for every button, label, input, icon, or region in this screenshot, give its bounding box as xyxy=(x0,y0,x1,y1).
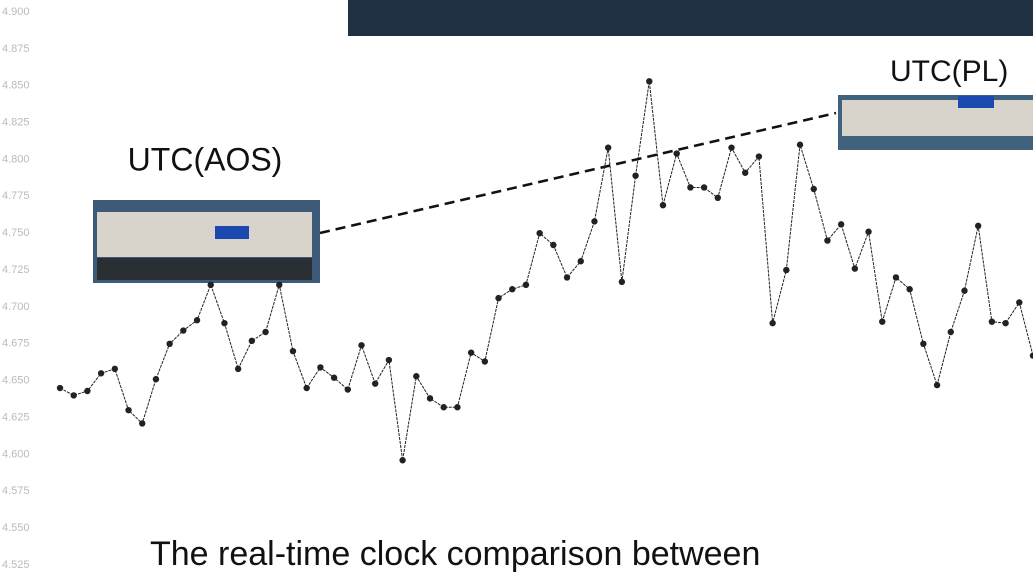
data-point xyxy=(687,184,694,191)
data-point xyxy=(413,373,420,380)
data-point xyxy=(742,169,749,176)
data-point xyxy=(522,281,530,289)
y-tick-label: 4.875 xyxy=(2,43,30,55)
data-point xyxy=(70,392,77,399)
y-tick-label: 4.700 xyxy=(2,301,30,313)
data-point xyxy=(810,185,817,193)
photo-aos xyxy=(93,200,320,283)
data-point xyxy=(467,349,475,356)
data-point xyxy=(248,337,256,345)
data-point xyxy=(920,340,927,347)
data-point xyxy=(947,328,954,336)
data-point xyxy=(262,328,269,336)
y-tick-label: 4.675 xyxy=(2,338,30,350)
data-point xyxy=(851,265,859,272)
data-point xyxy=(56,384,64,392)
data-point xyxy=(755,153,763,160)
y-tick-label: 4.750 xyxy=(2,227,30,239)
data-point xyxy=(865,228,872,235)
y-tick-label: 4.825 xyxy=(2,117,30,129)
y-tick-label: 4.600 xyxy=(2,448,30,460)
y-tick-label: 4.550 xyxy=(2,522,30,534)
data-point xyxy=(933,381,941,389)
data-point xyxy=(783,266,790,274)
data-point xyxy=(604,144,612,151)
y-tick-label: 4.850 xyxy=(2,80,30,92)
data-point xyxy=(111,365,119,373)
data-point xyxy=(550,241,557,249)
y-tick-label: 4.725 xyxy=(2,264,30,276)
data-point xyxy=(317,364,324,371)
data-point xyxy=(728,144,735,151)
data-point xyxy=(84,387,91,395)
y-tick-label: 4.575 xyxy=(2,485,30,497)
data-point xyxy=(892,274,900,281)
data-point xyxy=(426,395,434,402)
data-point xyxy=(221,319,228,327)
link-line xyxy=(319,111,837,235)
data-point xyxy=(961,287,968,294)
chart-title: The real-time clock comparison between xyxy=(150,535,760,573)
y-tick-label: 4.625 xyxy=(2,411,30,423)
data-point xyxy=(344,386,351,393)
data-point xyxy=(358,342,365,349)
data-point xyxy=(1016,299,1023,306)
data-point xyxy=(714,194,722,202)
data-point xyxy=(659,201,667,209)
data-point xyxy=(796,141,804,148)
data-point xyxy=(536,230,543,237)
data-point xyxy=(207,281,214,289)
data-point xyxy=(673,150,680,157)
data-point xyxy=(974,222,982,230)
data-point xyxy=(125,406,132,414)
data-point xyxy=(824,237,831,244)
data-point xyxy=(618,278,626,286)
data-point xyxy=(371,380,379,387)
data-point xyxy=(193,317,201,324)
series-line xyxy=(59,81,1033,461)
data-point xyxy=(1002,319,1009,327)
data-point xyxy=(495,294,502,302)
data-point xyxy=(330,374,338,381)
data-point xyxy=(879,318,886,325)
label-aos: UTC(AOS) xyxy=(128,141,283,177)
photo-top xyxy=(348,0,1033,36)
data-point xyxy=(563,274,571,281)
y-tick-label: 4.800 xyxy=(2,153,30,165)
data-point xyxy=(632,172,639,179)
y-tick-label: 4.775 xyxy=(2,190,30,202)
data-point xyxy=(152,375,160,383)
data-point xyxy=(591,218,598,225)
data-point xyxy=(440,404,447,411)
label-pl: UTC(PL) xyxy=(890,55,1008,88)
photo-pl xyxy=(838,95,1033,150)
data-point xyxy=(180,327,187,334)
data-point xyxy=(139,420,146,427)
data-point xyxy=(97,370,105,377)
data-point xyxy=(577,258,584,265)
y-tick-label: 4.525 xyxy=(2,559,30,571)
data-point xyxy=(1029,352,1033,359)
data-point xyxy=(646,78,653,85)
data-point xyxy=(289,347,297,355)
data-point xyxy=(906,286,913,293)
y-tick-label: 4.900 xyxy=(2,6,30,18)
data-point xyxy=(385,356,393,364)
data-point xyxy=(399,457,406,464)
data-point xyxy=(481,358,489,365)
data-point xyxy=(837,221,845,228)
data-point xyxy=(769,319,776,327)
data-point xyxy=(303,384,310,392)
data-point xyxy=(166,340,173,347)
data-point xyxy=(454,404,461,411)
y-tick-label: 4.650 xyxy=(2,375,30,387)
data-point xyxy=(988,318,996,325)
data-point xyxy=(234,365,242,373)
data-point xyxy=(700,184,708,191)
data-point xyxy=(509,286,516,293)
data-point xyxy=(276,281,283,289)
